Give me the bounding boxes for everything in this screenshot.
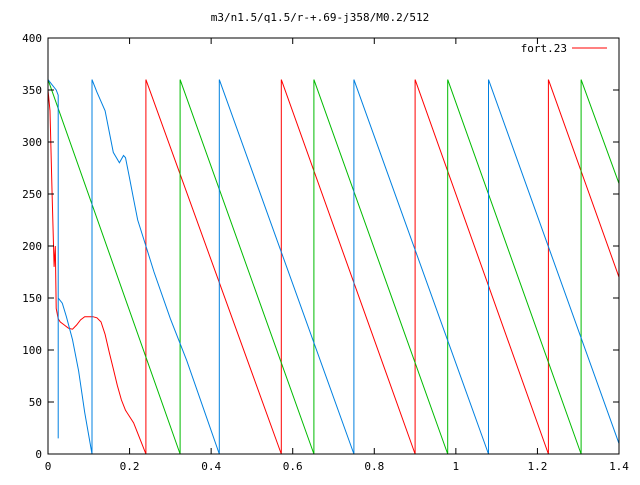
x-tick-label: 0.8 bbox=[364, 460, 384, 473]
y-tick-label: 400 bbox=[22, 32, 42, 45]
legend-label: fort.23 bbox=[521, 42, 567, 55]
x-axis: 0 0.2 0.4 0.6 0.8 1 1.2 1.4 bbox=[45, 38, 629, 473]
x-tick-label: 0.6 bbox=[283, 460, 303, 473]
x-tick-label: 1.4 bbox=[609, 460, 629, 473]
y-tick-label: 0 bbox=[35, 448, 42, 461]
x-tick-label: 0 bbox=[45, 460, 52, 473]
y-tick-label: 150 bbox=[22, 292, 42, 305]
series-line-2 bbox=[47, 79, 620, 455]
legend: fort.23 bbox=[521, 42, 607, 55]
x-tick-label: 0.2 bbox=[120, 460, 140, 473]
y-tick-label: 350 bbox=[22, 84, 42, 97]
y-tick-label: 50 bbox=[29, 396, 42, 409]
x-tick-label: 1 bbox=[453, 460, 460, 473]
series-line-3 bbox=[47, 79, 620, 455]
y-tick-label: 200 bbox=[22, 240, 42, 253]
y-tick-label: 300 bbox=[22, 136, 42, 149]
y-axis: 0 50 100 150 200 250 300 350 400 bbox=[22, 32, 619, 461]
x-tick-label: 1.2 bbox=[527, 460, 547, 473]
plot-frame bbox=[47, 37, 620, 455]
y-tick-label: 250 bbox=[22, 188, 42, 201]
series-layer bbox=[47, 79, 620, 455]
chart-title: m3/n1.5/q1.5/r-+.69-j358/M0.2/512 bbox=[211, 11, 430, 24]
x-tick-label: 0.4 bbox=[201, 460, 221, 473]
y-tick-label: 100 bbox=[22, 344, 42, 357]
